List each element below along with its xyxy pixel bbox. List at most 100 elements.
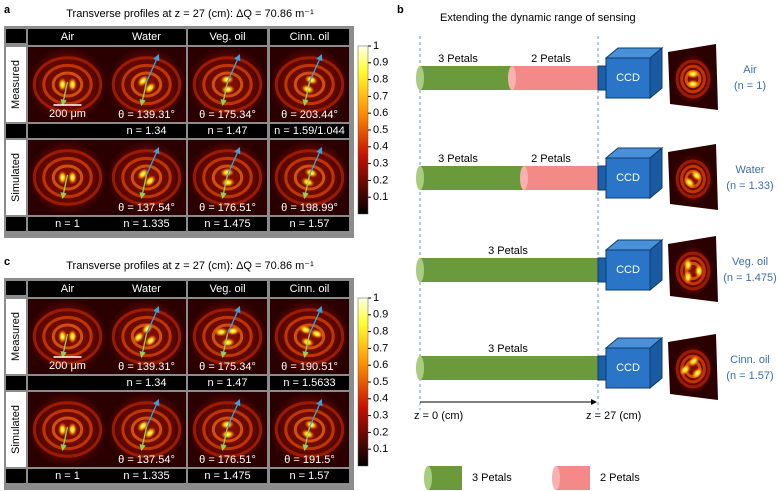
n-cell [107, 124, 186, 138]
angle-label: θ = 176.51° [199, 454, 256, 466]
cylinder [524, 166, 598, 190]
colorbar-tick-label: 0.7 [373, 90, 388, 102]
n-value: n = 1.335 [123, 470, 169, 482]
n-cell [28, 376, 107, 390]
spot [68, 329, 77, 344]
n-cell [270, 124, 349, 138]
n-cell [107, 217, 186, 231]
arrow-green [139, 426, 148, 452]
medium-label: Water [736, 164, 765, 176]
ring [293, 323, 326, 350]
cylinder [420, 66, 512, 90]
cylinder-end [424, 466, 432, 490]
arrow-blue [308, 399, 323, 428]
spot [68, 77, 77, 92]
colorbar-tick-label: 0.5 [373, 376, 388, 388]
cylinder [420, 166, 524, 190]
spots [58, 329, 77, 344]
cylinder [420, 356, 598, 380]
spot [683, 176, 696, 189]
petal-label: 2 Petals [531, 53, 571, 65]
arrow-green [302, 81, 311, 107]
panel-label: a [4, 4, 11, 16]
column-header: Water [132, 31, 161, 43]
z-end: z = 27 (cm) [586, 410, 641, 422]
medium-n: (n = 1.475) [723, 272, 777, 284]
spots [58, 422, 77, 437]
colorbar-tick-label: 0.1 [373, 443, 388, 455]
ring [211, 323, 244, 350]
header-cell [188, 29, 267, 45]
cylinder-end [552, 466, 560, 490]
spot [58, 170, 67, 185]
spot [220, 177, 235, 188]
legend-label: 2 Petals [600, 472, 640, 484]
medium-label: Veg. oil [732, 256, 768, 268]
colorbar-tick-label: 0.5 [373, 124, 388, 136]
ring [51, 323, 84, 350]
intensity-image [674, 344, 712, 394]
arrow-green [220, 426, 229, 452]
header-cell [28, 281, 107, 297]
intensity-image [674, 154, 712, 204]
spot [144, 175, 156, 187]
ring [284, 408, 335, 451]
colorbar-tick-label: 1 [373, 40, 379, 52]
ring [211, 164, 244, 191]
header-cell [188, 281, 267, 297]
n-value: n = 1.475 [204, 470, 250, 482]
ring [42, 156, 93, 199]
angle-label: θ = 190.51° [281, 361, 338, 373]
ring [202, 408, 253, 451]
arrow-green [220, 174, 229, 200]
ring [121, 408, 172, 451]
header-cell [107, 281, 186, 297]
petal-label: 3 Petals [488, 343, 528, 355]
spot [679, 363, 692, 376]
spot [144, 427, 156, 439]
scale-bar-label: 200 μm [49, 360, 86, 372]
n-cell [107, 376, 186, 390]
arrow-blue [308, 306, 323, 335]
colorbar-tick-label: 0.1 [373, 191, 388, 203]
ring [675, 251, 711, 291]
ring [293, 164, 326, 191]
spots [220, 419, 235, 440]
z-start: z = 0 (cm) [414, 410, 463, 422]
cylinder-end [416, 166, 424, 190]
ring [32, 308, 103, 365]
spot [214, 327, 229, 337]
cylinder [420, 258, 598, 282]
spots [683, 258, 704, 284]
arrow-green [139, 333, 148, 359]
ring [675, 59, 711, 99]
n-value: n = 1 [55, 218, 80, 230]
row-label-cell [6, 392, 26, 467]
spot [690, 169, 703, 182]
spots [58, 77, 77, 92]
spot [58, 77, 67, 92]
legend-label: 3 Petals [472, 472, 512, 484]
ccd-label: CCD [616, 362, 640, 374]
column-header: Air [61, 283, 75, 295]
cylinder-end [508, 66, 516, 90]
ring [284, 63, 335, 106]
corner-cell [6, 281, 26, 295]
n-cell [28, 469, 107, 483]
n-cell [107, 469, 186, 483]
corner-cell [6, 469, 26, 483]
n-value: n = 1.475 [204, 218, 250, 230]
ring [32, 149, 103, 206]
spot [310, 328, 324, 339]
colorbar-tick-label: 0.8 [373, 326, 388, 338]
arrow-blue [226, 54, 241, 83]
ring [680, 64, 706, 94]
angle-label: θ = 203.44° [281, 109, 338, 121]
ring [42, 408, 93, 451]
spot [132, 331, 145, 344]
arrow-green [139, 174, 148, 200]
n-cell [270, 217, 349, 231]
ring [192, 56, 263, 113]
ring [42, 315, 93, 358]
